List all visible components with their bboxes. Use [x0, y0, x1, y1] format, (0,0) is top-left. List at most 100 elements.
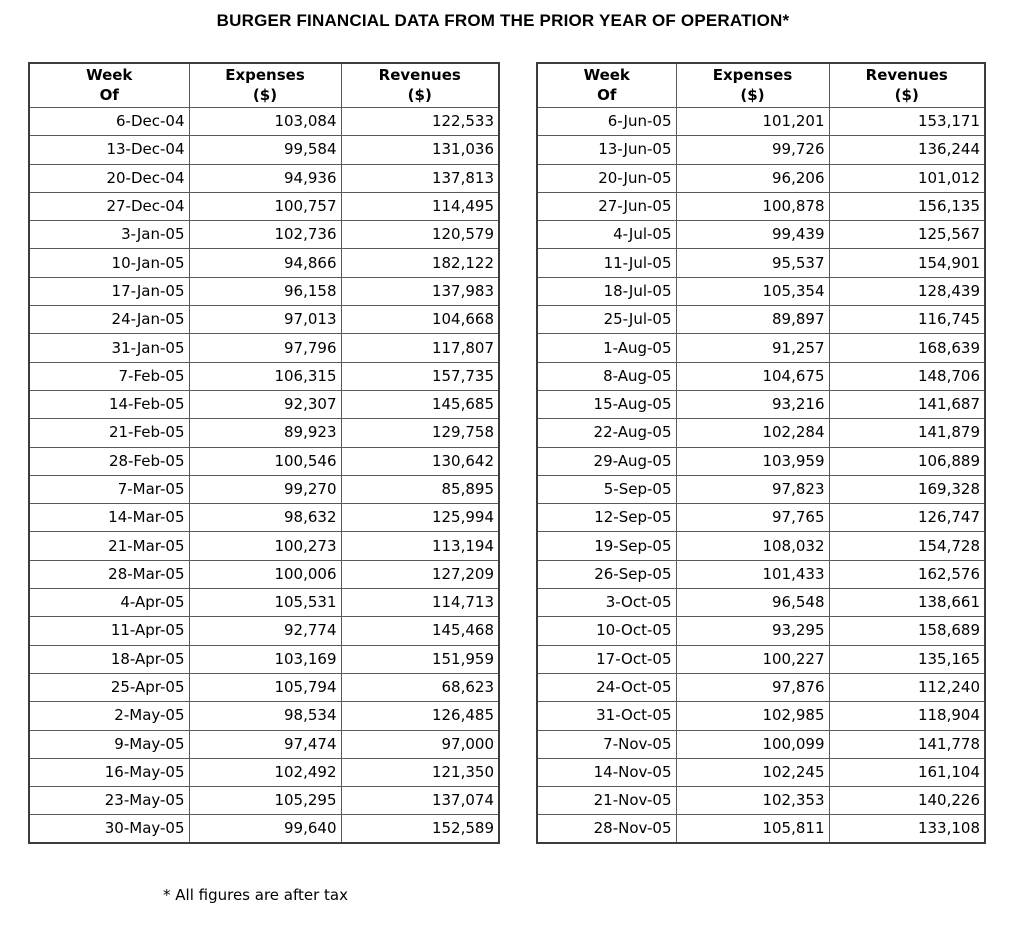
header-week-of-line2: Of: [99, 86, 119, 104]
week-of-cell: 5-Sep-05: [536, 474, 677, 505]
revenues-cell: 154,901: [828, 248, 986, 278]
expenses-cell: 92,307: [188, 389, 342, 420]
revenues-cell: 151,959: [340, 644, 500, 674]
expenses-cell: 97,876: [675, 672, 830, 703]
table-row: 18-Apr-05 103,169 151,959: [28, 644, 500, 674]
header-expenses-line2: ($): [252, 86, 278, 104]
expenses-cell: 103,959: [675, 446, 830, 476]
expenses-cell: 99,270: [188, 474, 342, 505]
revenues-cell: 158,689: [828, 616, 986, 646]
week-of-cell: 1-Aug-05: [536, 333, 677, 363]
table-row: 21-Feb-05 89,923 129,758: [28, 418, 500, 448]
table-row: 3-Jan-05 102,736 120,579: [28, 220, 500, 250]
week-of-cell: 21-Mar-05: [28, 531, 190, 561]
week-of-cell: 31-Jan-05: [28, 333, 190, 363]
week-of-cell: 14-Feb-05: [28, 389, 190, 420]
expenses-cell: 105,354: [675, 276, 830, 307]
header-revenues-line1: Revenues: [865, 66, 948, 84]
week-of-cell: 21-Nov-05: [536, 786, 677, 816]
week-of-cell: 14-Nov-05: [536, 757, 677, 788]
expenses-cell: 89,897: [675, 305, 830, 335]
revenues-cell: 112,240: [828, 672, 986, 703]
table-row: 11-Jul-05 95,537 154,901: [536, 248, 986, 278]
financial-table-first-half: Week Of Expenses ($) Revenues ($) 6-Dec-04 1…: [28, 62, 500, 845]
week-of-cell: 30-May-05: [28, 814, 190, 844]
revenues-cell: 141,687: [828, 389, 986, 420]
week-of-cell: 22-Aug-05: [536, 418, 677, 448]
table-row: 31-Jan-05 97,796 117,807: [28, 333, 500, 363]
revenues-cell: 114,495: [340, 191, 500, 222]
revenues-cell: 141,879: [828, 418, 986, 448]
expenses-cell: 102,736: [188, 220, 342, 250]
table-row: 16-May-05 102,492 121,350: [28, 757, 500, 788]
table-row: 13-Dec-04 99,584 131,036: [28, 135, 500, 165]
week-of-cell: 20-Dec-04: [28, 163, 190, 193]
table-row: 28-Feb-05 100,546 130,642: [28, 446, 500, 476]
revenues-cell: 152,589: [340, 814, 500, 844]
expenses-cell: 106,315: [188, 361, 342, 391]
revenues-cell: 106,889: [828, 446, 986, 476]
table-row: 27-Dec-04 100,757 114,495: [28, 191, 500, 222]
week-of-cell: 25-Apr-05: [28, 672, 190, 703]
revenues-cell: 128,439: [828, 276, 986, 307]
table-row: 23-May-05 105,295 137,074: [28, 786, 500, 816]
table-row: 27-Jun-05 100,878 156,135: [536, 191, 986, 222]
revenues-cell: 68,623: [340, 672, 500, 703]
expenses-cell: 95,537: [675, 248, 830, 278]
week-of-cell: 11-Jul-05: [536, 248, 677, 278]
table-body: 6-Jun-05 101,201 153,171 13-Jun-05 99,726 136…: [536, 106, 986, 844]
header-week-of-line1: Week: [583, 66, 630, 84]
revenues-cell: 126,485: [340, 701, 500, 731]
revenues-cell: 121,350: [340, 757, 500, 788]
table-row: 6-Jun-05 101,201 153,171: [536, 106, 986, 137]
revenues-cell: 140,226: [828, 786, 986, 816]
expenses-cell: 96,206: [675, 163, 830, 193]
week-of-cell: 17-Oct-05: [536, 644, 677, 674]
expenses-cell: 93,216: [675, 389, 830, 420]
week-of-cell: 28-Feb-05: [28, 446, 190, 476]
revenues-cell: 114,713: [340, 588, 500, 618]
expenses-cell: 100,273: [188, 531, 342, 561]
revenues-cell: 161,104: [828, 757, 986, 788]
header-expenses-line1: Expenses: [712, 66, 793, 84]
week-of-cell: 10-Oct-05: [536, 616, 677, 646]
week-of-cell: 21-Feb-05: [28, 418, 190, 448]
page-title: BURGER FINANCIAL DATA FROM THE PRIOR YEA…: [216, 11, 790, 30]
expenses-cell: 97,474: [188, 729, 342, 759]
revenues-cell: 145,685: [340, 389, 500, 420]
table-row: 2-May-05 98,534 126,485: [28, 701, 500, 731]
table-row: 7-Nov-05 100,099 141,778: [536, 729, 986, 759]
expenses-cell: 102,284: [675, 418, 830, 448]
table-row: 25-Jul-05 89,897 116,745: [536, 305, 986, 335]
revenues-cell: 137,983: [340, 276, 500, 307]
week-of-cell: 29-Aug-05: [536, 446, 677, 476]
expenses-cell: 94,866: [188, 248, 342, 278]
expenses-cell: 105,794: [188, 672, 342, 703]
revenues-cell: 122,533: [340, 106, 500, 137]
revenues-cell: 138,661: [828, 588, 986, 618]
expenses-cell: 99,439: [675, 220, 830, 250]
revenues-cell: 148,706: [828, 361, 986, 391]
week-of-cell: 28-Mar-05: [28, 559, 190, 590]
expenses-cell: 94,936: [188, 163, 342, 193]
expenses-cell: 108,032: [675, 531, 830, 561]
table-row: 14-Mar-05 98,632 125,994: [28, 503, 500, 533]
table-row: 28-Nov-05 105,811 133,108: [536, 814, 986, 844]
week-of-cell: 18-Apr-05: [28, 644, 190, 674]
header-expenses-line2: ($): [740, 86, 765, 104]
expenses-cell: 96,548: [675, 588, 830, 618]
table-row: 14-Nov-05 102,245 161,104: [536, 757, 986, 788]
expenses-cell: 102,245: [675, 757, 830, 788]
table-row: 17-Oct-05 100,227 135,165: [536, 644, 986, 674]
week-of-cell: 20-Jun-05: [536, 163, 677, 193]
table-row: 5-Sep-05 97,823 169,328: [536, 474, 986, 505]
expenses-cell: 104,675: [675, 361, 830, 391]
expenses-cell: 100,757: [188, 191, 342, 222]
table-row: 29-Aug-05 103,959 106,889: [536, 446, 986, 476]
expenses-cell: 101,433: [675, 559, 830, 590]
week-of-cell: 15-Aug-05: [536, 389, 677, 420]
expenses-cell: 93,295: [675, 616, 830, 646]
table-row: 8-Aug-05 104,675 148,706: [536, 361, 986, 391]
expenses-cell: 89,923: [188, 418, 342, 448]
revenues-cell: 97,000: [340, 729, 500, 759]
